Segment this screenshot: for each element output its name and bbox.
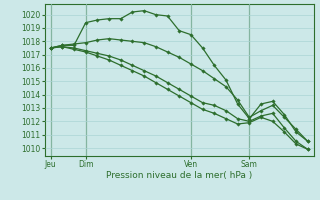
X-axis label: Pression niveau de la mer( hPa ): Pression niveau de la mer( hPa )	[106, 171, 252, 180]
